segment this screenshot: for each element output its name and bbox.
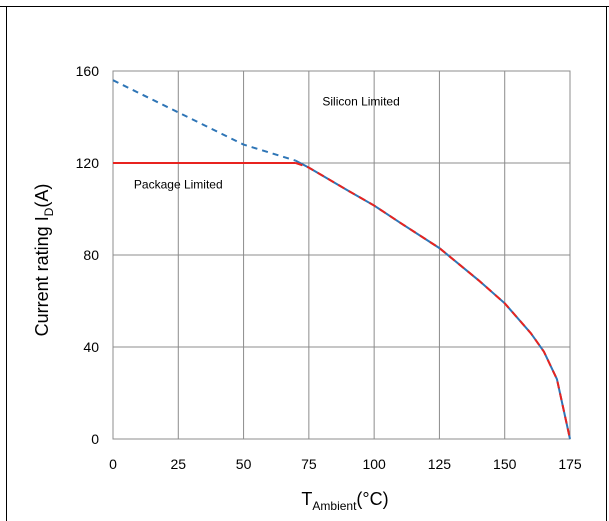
annotations: Silicon Limited Package Limited bbox=[134, 95, 400, 192]
y-tick-label: 40 bbox=[83, 339, 99, 355]
x-tick-label: 150 bbox=[493, 456, 517, 472]
x-tick-label: 175 bbox=[558, 456, 582, 472]
x-axis-title-sub: Ambient bbox=[312, 499, 357, 513]
plot-area-border bbox=[112, 70, 571, 440]
x-axis-title: TAmbient(°C) bbox=[301, 489, 388, 513]
silicon-limited-line bbox=[295, 159, 571, 440]
y-tick-label: 160 bbox=[76, 63, 100, 79]
y-axis-title: Current rating ID(A) bbox=[32, 184, 56, 337]
grid bbox=[112, 70, 571, 440]
x-tick-label: 125 bbox=[428, 456, 452, 472]
x-tick-label: 50 bbox=[236, 456, 252, 472]
plot-border bbox=[112, 70, 571, 440]
y-tick-label: 80 bbox=[83, 247, 99, 263]
silicon-limited-dashed-line bbox=[112, 79, 297, 162]
x-tick-label: 100 bbox=[362, 456, 386, 472]
y-axis-title-main: Current rating I bbox=[32, 216, 52, 336]
y-axis-title-unit: (A) bbox=[32, 184, 52, 208]
x-axis-title-unit: (°C) bbox=[356, 489, 388, 509]
x-tick-label: 25 bbox=[170, 456, 186, 472]
x-tick-label: 75 bbox=[301, 456, 317, 472]
y-axis-title-sub: D bbox=[42, 207, 56, 216]
y-tick-label: 120 bbox=[76, 155, 100, 171]
frame-top-border bbox=[0, 6, 609, 7]
x-axis-title-main: T bbox=[301, 489, 312, 509]
frame-right-border bbox=[606, 6, 607, 521]
annotation-label: Silicon Limited bbox=[322, 95, 399, 109]
frame-left-border bbox=[6, 6, 7, 521]
x-tick-labels: 0 25 50 75 100 125 150 175 bbox=[109, 456, 582, 472]
annotation-label: Package Limited bbox=[134, 177, 223, 191]
package-limited-dashed-line bbox=[295, 162, 571, 440]
x-tick-label: 0 bbox=[109, 456, 117, 472]
y-tick-labels: 0 40 80 120 160 bbox=[76, 63, 100, 447]
series-layer bbox=[112, 79, 571, 440]
y-tick-label: 0 bbox=[91, 431, 99, 447]
